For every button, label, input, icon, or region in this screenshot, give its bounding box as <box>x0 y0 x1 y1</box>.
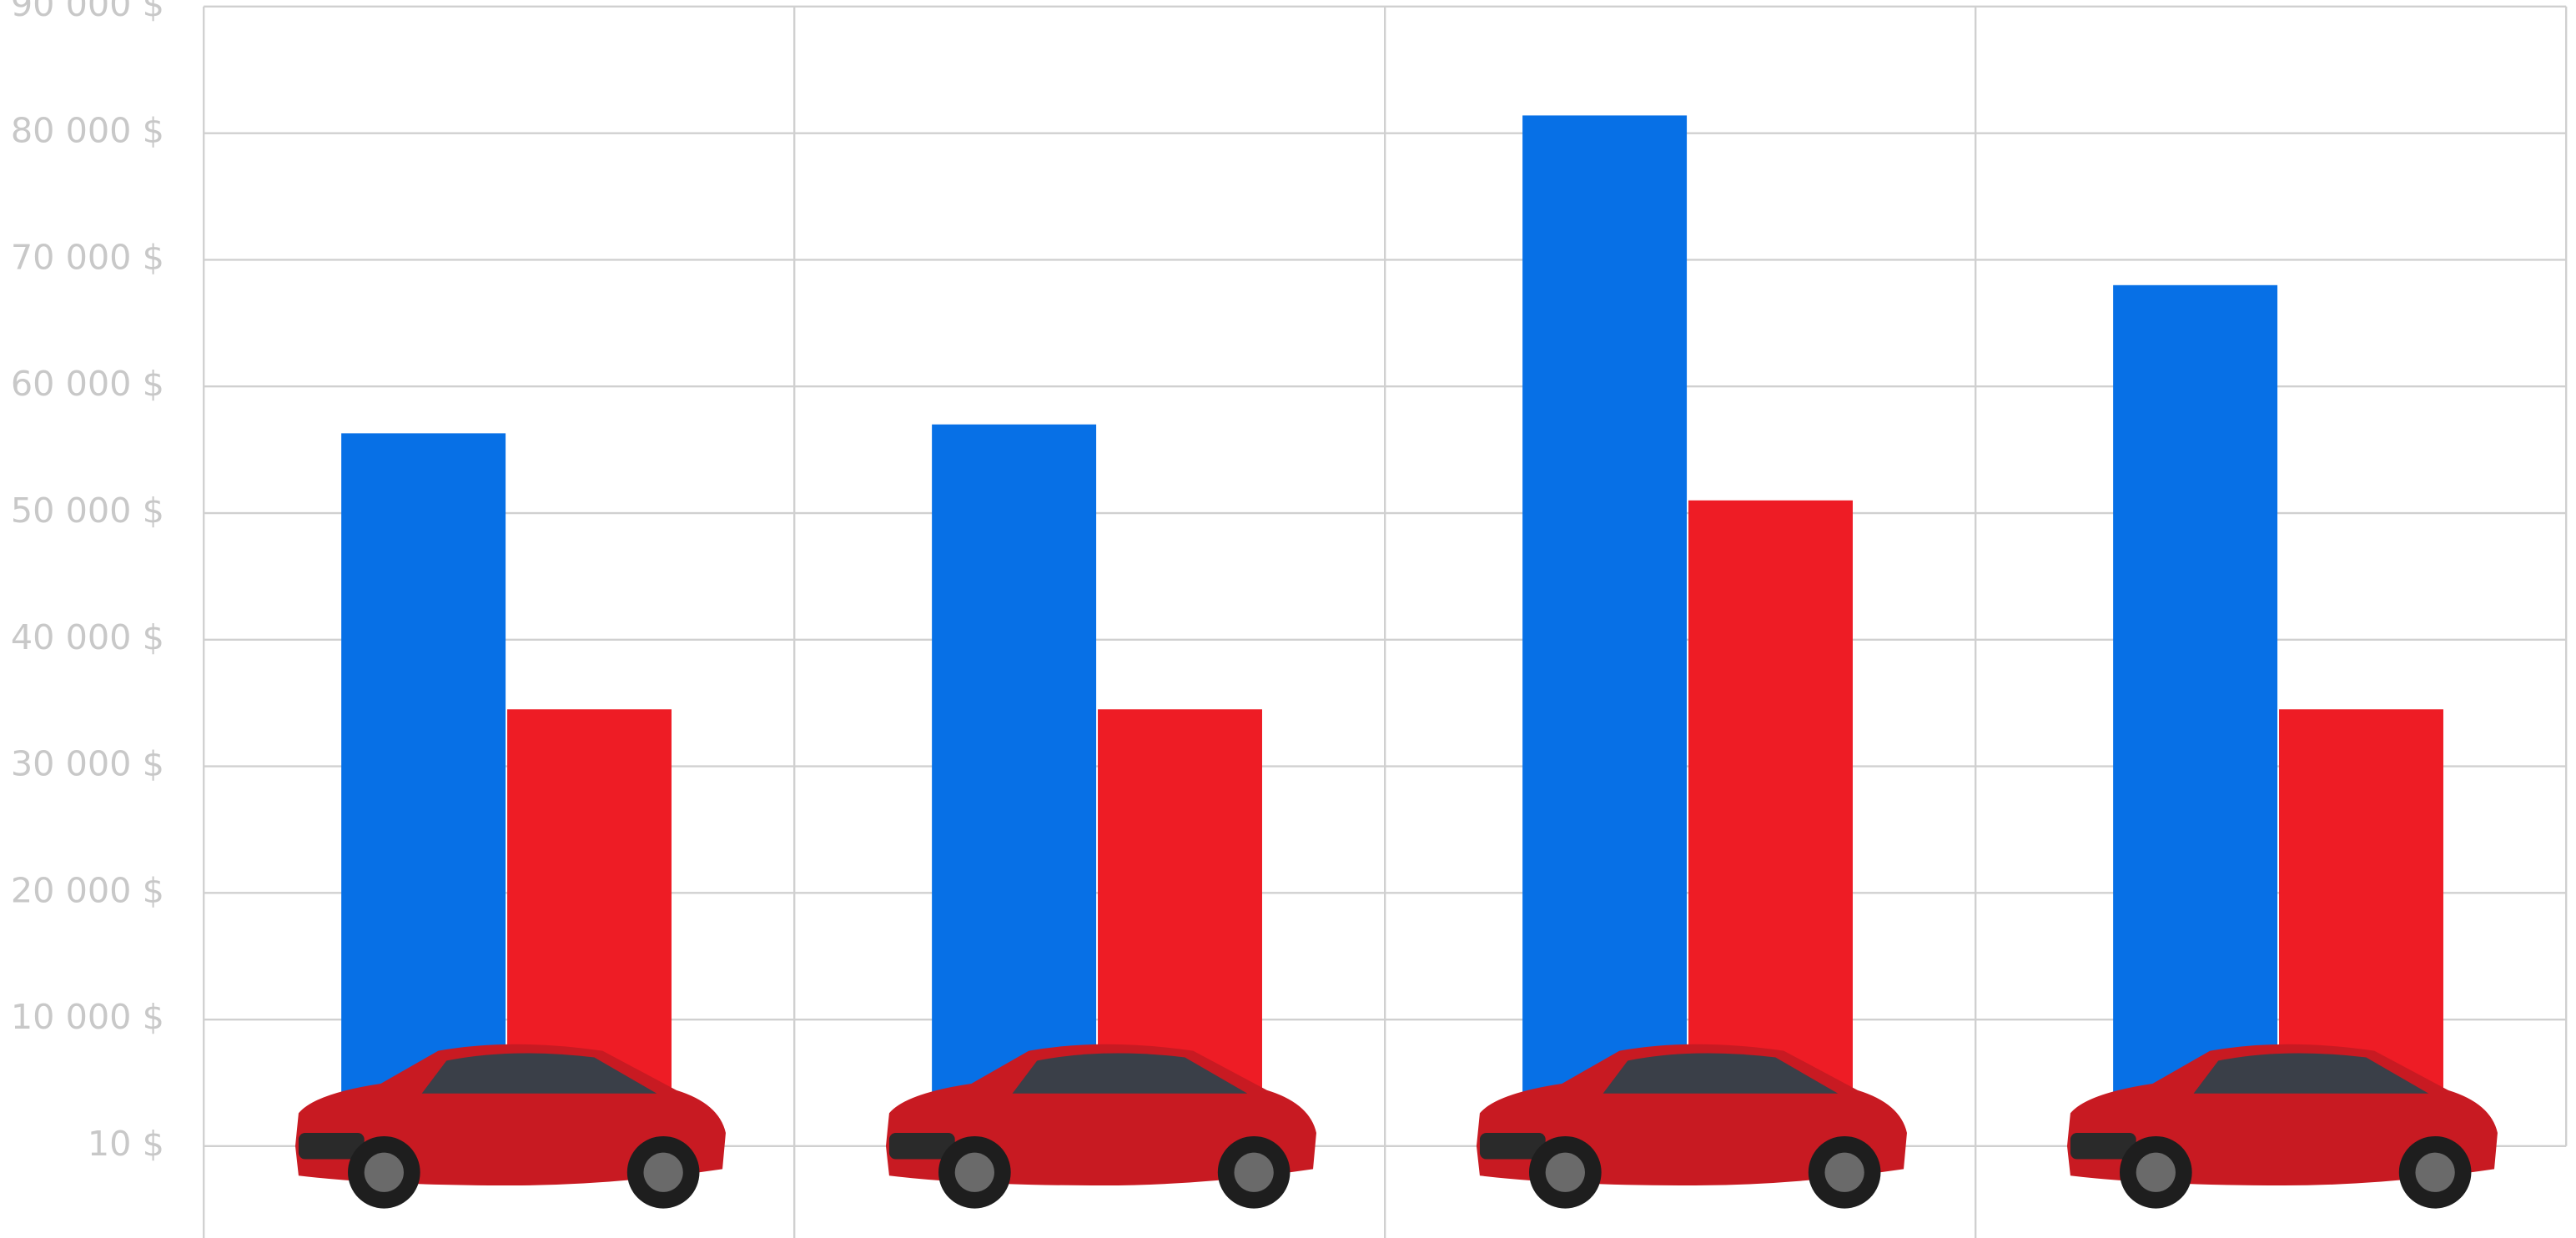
y-tick-label: 50 000 $ <box>11 491 164 531</box>
bar <box>2113 284 2278 1146</box>
car-image <box>885 1044 1316 1209</box>
bar <box>341 433 506 1146</box>
car-grille <box>2070 1133 2136 1160</box>
car-window <box>2193 1053 2429 1094</box>
car-window <box>1012 1053 1248 1094</box>
y-tick-label: 80 000 $ <box>11 111 164 151</box>
bar <box>1688 500 1853 1146</box>
car-rim <box>1824 1152 1864 1192</box>
car-rim <box>1234 1152 1274 1192</box>
car-window <box>1602 1053 1839 1094</box>
plot: 10 $ 10 000 $ 20 000 $ 30 000 $ 40 000 $ 50 0… <box>11 0 2568 1238</box>
car-images <box>294 1044 2498 1209</box>
y-tick-label: 30 000 $ <box>11 744 164 784</box>
y-tick-label: 40 000 $ <box>11 617 164 657</box>
y-tick-label: 20 000 $ <box>11 870 164 910</box>
car-image <box>2066 1044 2498 1209</box>
car-grille <box>1479 1133 1546 1160</box>
car-image <box>1476 1044 1907 1209</box>
car-rim <box>954 1152 994 1192</box>
car-image <box>294 1044 726 1209</box>
y-tick-label: 90 000 $ <box>11 0 164 24</box>
bar <box>1522 115 1688 1146</box>
car-rim <box>1545 1152 1585 1192</box>
car-rim <box>643 1152 683 1192</box>
car-rim <box>2136 1152 2176 1192</box>
y-tick-label: 70 000 $ <box>11 237 164 277</box>
y-tick-label: 10 000 $ <box>11 997 164 1037</box>
car-window <box>421 1053 657 1094</box>
car-rim <box>364 1152 404 1192</box>
y-tick-label: 60 000 $ <box>11 364 164 404</box>
car-grille <box>298 1133 365 1160</box>
y-tick-label: 10 $ <box>88 1124 164 1164</box>
bar <box>932 424 1097 1146</box>
car-rim <box>2415 1152 2455 1192</box>
car-grille <box>888 1133 955 1160</box>
